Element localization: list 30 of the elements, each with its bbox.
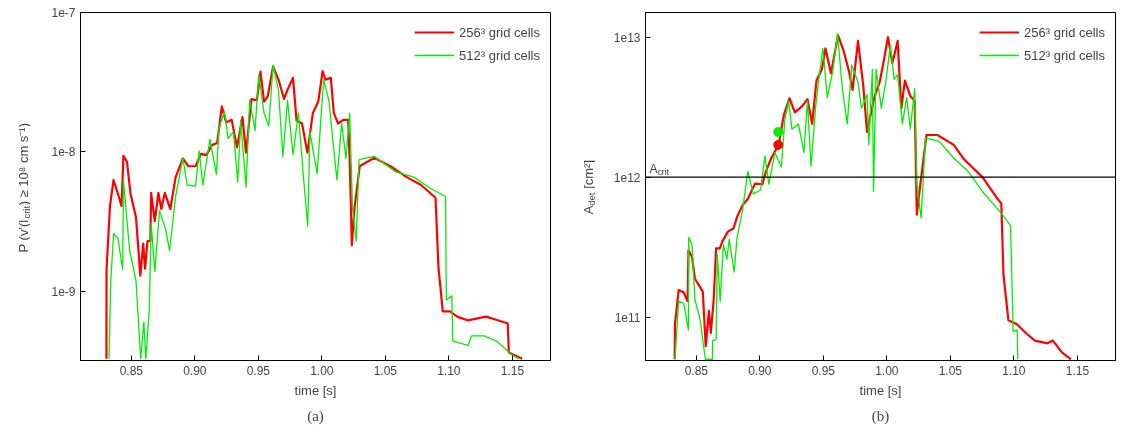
y-tick-label: 1e12 [613,170,641,185]
x-tick-label: 0.90 [748,363,772,378]
x-tick-label: 1.05 [938,363,963,378]
x-tick-label: 0.95 [811,363,836,378]
y-axis-title: P (v'(lcrit) ≥ 10⁸ cm s⁻¹) [15,122,32,253]
x-tick-label: 1.05 [373,363,398,378]
text: (a) [307,407,324,425]
x-tick-label: 1.10 [1002,363,1026,378]
x-tick-label: 0.90 [183,363,207,378]
x-axis-title: time [s] [294,382,337,398]
legend-label: 256³ grid cells [1024,24,1105,40]
legend-label: 256³ grid cells [459,24,540,40]
x-tick-label: 1.10 [437,363,461,378]
x-tick-label: 1.00 [310,363,334,378]
y-tick-label: 1e13 [613,30,641,45]
x-tick-label: 1.15 [1065,363,1090,378]
y-tick-label: 1e-8 [51,145,76,160]
x-tick-label: 0.85 [119,363,144,378]
x-tick-label: 0.95 [246,363,271,378]
y-tick-label: 1e11 [614,310,641,325]
text: (b) [871,407,890,425]
x-tick-label: 0.85 [684,363,709,378]
x-tick-label: 1.15 [500,363,525,378]
y-tick-label: 1e-9 [51,284,76,299]
x-axis-title: time [s] [859,382,902,398]
x-tick-label: 1.00 [875,363,899,378]
y-axis-title: Adet [cm²] [580,159,597,215]
legend-label: 512³ grid cells [459,47,540,63]
y-tick-label: 1e-7 [51,6,76,20]
legend-label: 512³ grid cells [1024,47,1105,63]
